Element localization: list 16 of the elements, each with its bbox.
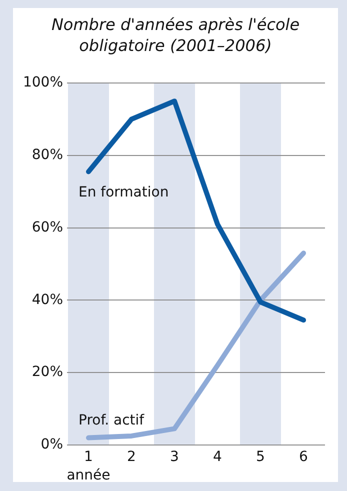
x-tick-label: 4 [213, 449, 222, 466]
y-tick-label: 80% [32, 147, 63, 164]
x-tick-label: 6 [299, 449, 308, 466]
y-tick-label: 60% [32, 219, 63, 236]
x-axis-title: année [66, 468, 110, 484]
series-label: En formation [78, 184, 169, 200]
y-tick-label: 0% [40, 436, 63, 453]
chart-title: Nombre d'années après l'école obligatoire (2001–2006) [50, 14, 301, 56]
x-tick-label: 3 [170, 449, 179, 466]
y-tick-label: 100% [22, 74, 63, 91]
x-tick-label: 5 [256, 449, 265, 466]
y-tick-label: 20% [32, 364, 63, 380]
y-tick-label: 40% [32, 292, 63, 308]
x-tick-label: 2 [127, 449, 136, 466]
x-tick-label: 1 [84, 449, 93, 466]
series-label: Prof. actif [78, 412, 146, 428]
